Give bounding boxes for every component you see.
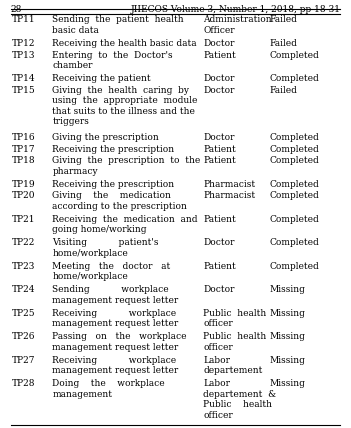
Text: Receiving the prescription: Receiving the prescription xyxy=(52,180,174,189)
Text: TP23: TP23 xyxy=(12,262,36,271)
Text: Completed: Completed xyxy=(270,145,320,154)
Text: TP13: TP13 xyxy=(12,51,36,59)
Text: Receiving the prescription: Receiving the prescription xyxy=(52,145,174,154)
Text: Patient: Patient xyxy=(203,145,236,154)
Text: Receiving the patient: Receiving the patient xyxy=(52,74,151,83)
Text: Missing: Missing xyxy=(270,309,306,318)
Text: TP27: TP27 xyxy=(12,356,36,365)
Text: Sending  the  patient  health
basic data: Sending the patient health basic data xyxy=(52,15,184,35)
Text: Patient: Patient xyxy=(203,215,236,224)
Text: TP17: TP17 xyxy=(12,145,36,154)
Text: Patient: Patient xyxy=(203,51,236,59)
Text: Public  health
officer: Public health officer xyxy=(203,333,266,352)
Text: Completed: Completed xyxy=(270,262,320,271)
Text: 28: 28 xyxy=(11,5,22,14)
Text: Missing: Missing xyxy=(270,356,306,365)
Text: TP18: TP18 xyxy=(12,156,36,165)
Text: TP11: TP11 xyxy=(12,15,36,24)
Text: Giving  the  prescription  to  the
pharmacy: Giving the prescription to the pharmacy xyxy=(52,156,200,175)
Text: Administration
Officer: Administration Officer xyxy=(203,15,272,35)
Text: Giving the prescription: Giving the prescription xyxy=(52,133,159,142)
Text: Completed: Completed xyxy=(270,238,320,247)
Text: Receiving  the  medication  and
going home/working: Receiving the medication and going home/… xyxy=(52,215,198,235)
Text: Patient: Patient xyxy=(203,156,236,165)
Text: Failed: Failed xyxy=(270,39,298,48)
Text: Doctor: Doctor xyxy=(203,74,235,83)
Text: JIIECOS Volume 3, Number 1, 2018, pp 18-31: JIIECOS Volume 3, Number 1, 2018, pp 18-… xyxy=(131,5,340,14)
Text: TP21: TP21 xyxy=(12,215,36,224)
Text: TP25: TP25 xyxy=(12,309,36,318)
Text: Sending           workplace
management request letter: Sending workplace management request let… xyxy=(52,285,179,305)
Text: Giving    the    medication
according to the prescription: Giving the medication according to the p… xyxy=(52,191,187,211)
Text: TP22: TP22 xyxy=(12,238,36,247)
Text: Completed: Completed xyxy=(270,191,320,200)
Text: Receiving           workplace
management request letter: Receiving workplace management request l… xyxy=(52,309,179,328)
Text: Missing: Missing xyxy=(270,333,306,342)
Text: Completed: Completed xyxy=(270,180,320,189)
Text: Failed: Failed xyxy=(270,86,298,95)
Text: Public  health
officer: Public health officer xyxy=(203,309,266,328)
Text: Patient: Patient xyxy=(203,262,236,271)
Text: Giving  the  health  caring  by
using  the  appropriate  module
that suits to th: Giving the health caring by using the ap… xyxy=(52,86,198,126)
Text: Labor
departement  &
Public    health
officer: Labor departement & Public health office… xyxy=(203,379,276,419)
Text: Completed: Completed xyxy=(270,51,320,59)
Text: Failed: Failed xyxy=(270,15,298,24)
Text: TP24: TP24 xyxy=(12,285,36,294)
Text: Pharmacist: Pharmacist xyxy=(203,191,256,200)
Text: Labor
departement: Labor departement xyxy=(203,356,263,375)
Text: TP16: TP16 xyxy=(12,133,36,142)
Text: Doctor: Doctor xyxy=(203,133,235,142)
Text: Doing    the    workplace
management: Doing the workplace management xyxy=(52,379,165,399)
Text: Meeting   the   doctor   at
home/workplace: Meeting the doctor at home/workplace xyxy=(52,262,171,281)
Text: Completed: Completed xyxy=(270,215,320,224)
Text: Missing: Missing xyxy=(270,285,306,294)
Text: Doctor: Doctor xyxy=(203,39,235,48)
Text: Entering  to  the  Doctor's
chamber: Entering to the Doctor's chamber xyxy=(52,51,173,70)
Text: Missing: Missing xyxy=(270,379,306,388)
Text: TP15: TP15 xyxy=(12,86,36,95)
Text: Doctor: Doctor xyxy=(203,285,235,294)
Text: Completed: Completed xyxy=(270,156,320,165)
Text: Visiting           patient's
home/workplace: Visiting patient's home/workplace xyxy=(52,238,159,258)
Text: Pharmacist: Pharmacist xyxy=(203,180,256,189)
Text: TP28: TP28 xyxy=(12,379,36,388)
Text: Receiving           workplace
management request letter: Receiving workplace management request l… xyxy=(52,356,179,375)
Text: Doctor: Doctor xyxy=(203,86,235,95)
Text: TP14: TP14 xyxy=(12,74,36,83)
Text: Doctor: Doctor xyxy=(203,238,235,247)
Text: Completed: Completed xyxy=(270,133,320,142)
Text: Receiving the health basic data: Receiving the health basic data xyxy=(52,39,197,48)
Text: Passing   on   the   workplace
management request letter: Passing on the workplace management requ… xyxy=(52,333,187,352)
Text: TP20: TP20 xyxy=(12,191,36,200)
Text: Completed: Completed xyxy=(270,74,320,83)
Text: TP12: TP12 xyxy=(12,39,36,48)
Text: TP26: TP26 xyxy=(12,333,36,342)
Text: TP19: TP19 xyxy=(12,180,36,189)
